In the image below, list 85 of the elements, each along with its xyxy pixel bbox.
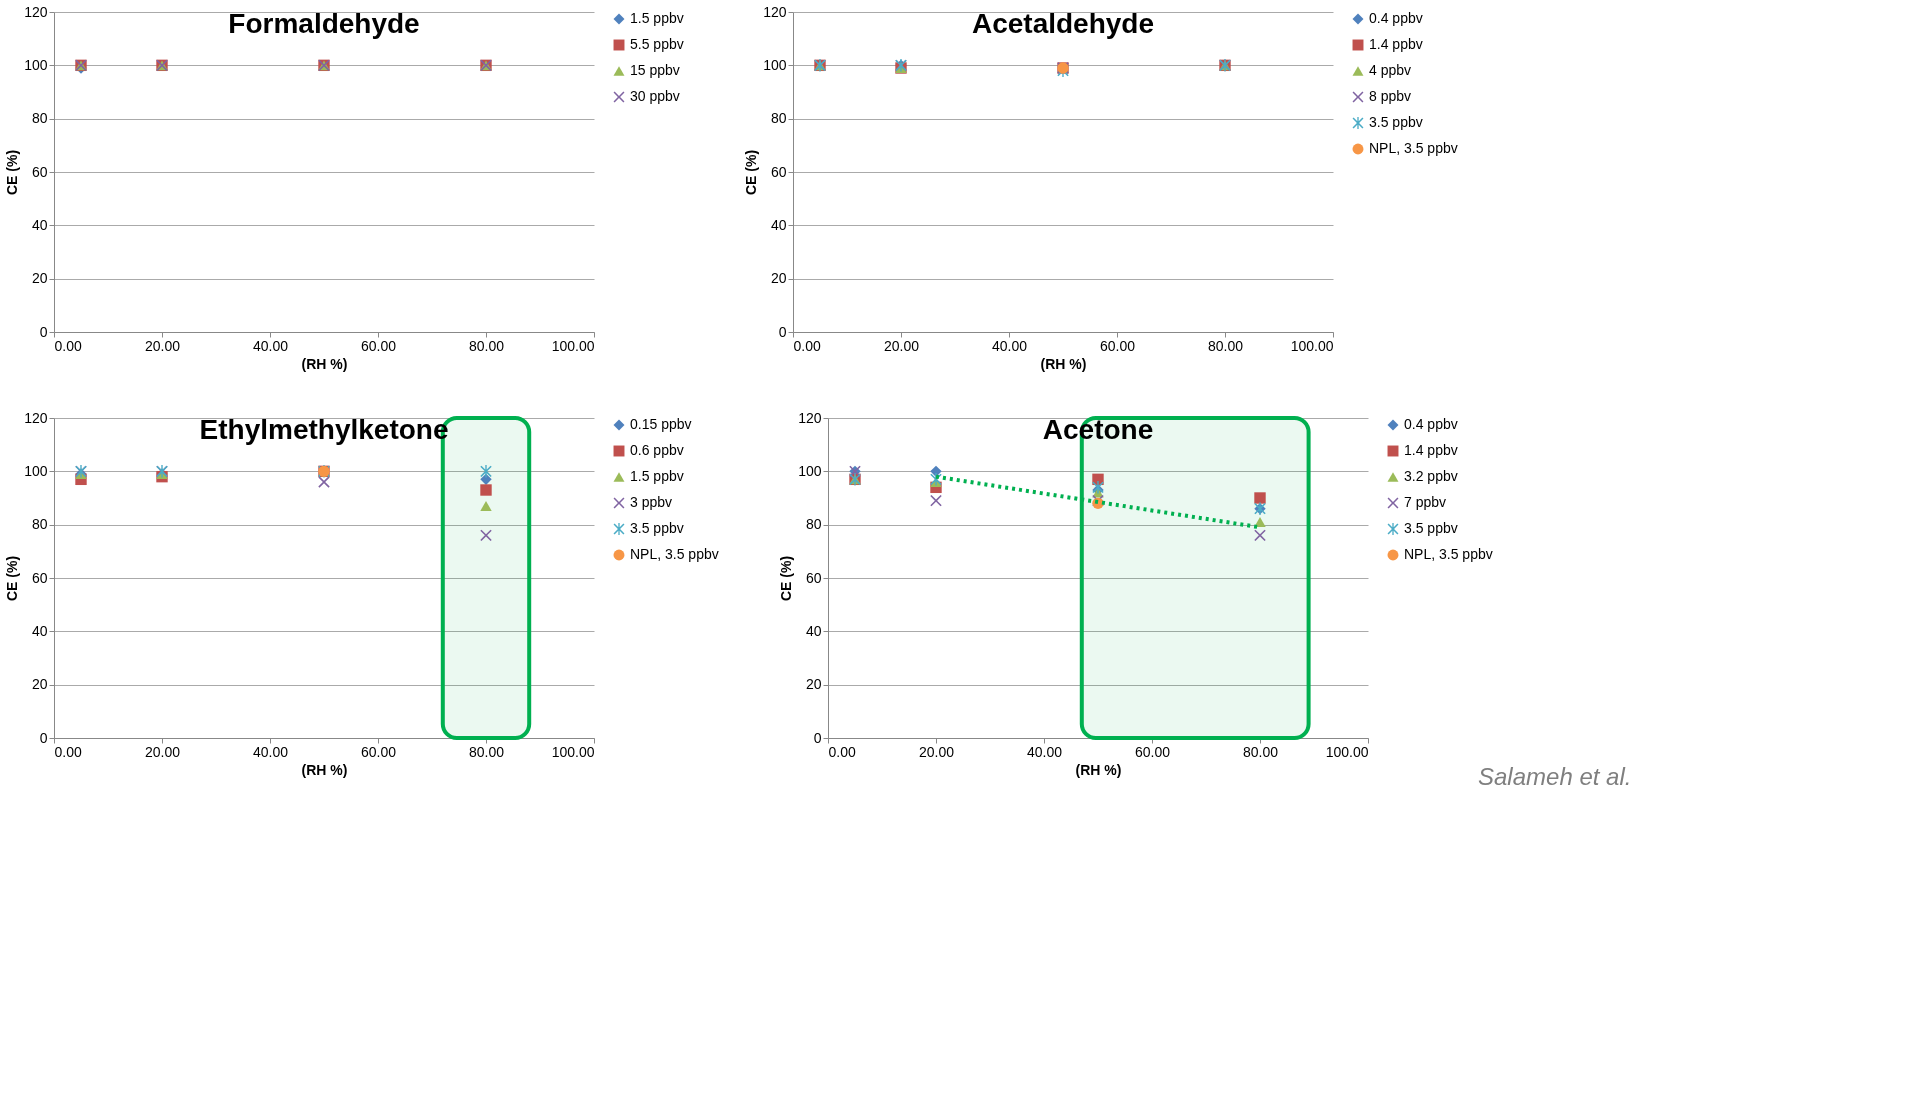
- x-tick-label: 40.00: [252, 743, 289, 760]
- x-tick-label: 60.00: [1134, 743, 1171, 760]
- chart-title: Acetaldehyde: [971, 8, 1155, 39]
- y-tick-label: 0: [778, 323, 787, 340]
- legend-label: 0.15 ppbv: [630, 416, 692, 432]
- y-tick-label: 20: [31, 676, 48, 693]
- x-tick-label: 100.00: [1325, 743, 1369, 760]
- x-tick-label: 20.00: [918, 743, 955, 760]
- x-tick-label: 100.00: [551, 743, 595, 760]
- x-tick-label: 40.00: [252, 337, 289, 354]
- x-tick-label: 0.00: [793, 337, 821, 354]
- y-tick-label: 120: [24, 409, 48, 426]
- x-tick-label: 40.00: [991, 337, 1028, 354]
- y-tick-label: 40: [31, 216, 48, 233]
- y-tick-label: 60: [31, 163, 48, 180]
- legend-label: 30 ppbv: [630, 88, 680, 104]
- y-tick-label: 80: [805, 516, 822, 533]
- y-tick-label: 40: [770, 216, 787, 233]
- y-tick-label: 40: [805, 622, 822, 639]
- legend-label: NPL, 3.5 ppbv: [630, 546, 719, 562]
- legend-label: 8 ppbv: [1369, 88, 1412, 104]
- text: Salameh et al.: [1478, 763, 1632, 790]
- y-tick-label: 120: [763, 3, 787, 20]
- legend-label: 3 ppbv: [630, 494, 673, 510]
- y-tick-label: 0: [813, 729, 822, 746]
- legend-label: 4 ppbv: [1369, 62, 1412, 78]
- legend-label: 3.5 ppbv: [630, 520, 684, 536]
- legend-label: 15 ppbv: [630, 62, 680, 78]
- x-tick-label: 60.00: [360, 337, 397, 354]
- x-tick-label: 80.00: [1242, 743, 1279, 760]
- x-tick-label: 80.00: [1207, 337, 1244, 354]
- x-axis-title: (RH %): [1075, 761, 1122, 778]
- y-tick-label: 60: [805, 569, 822, 586]
- y-tick-label: 120: [798, 409, 822, 426]
- y-axis-title: CE (%): [743, 149, 760, 196]
- legend-label: 7 ppbv: [1404, 494, 1447, 510]
- y-tick-label: 0: [39, 729, 48, 746]
- x-tick-label: 0.00: [828, 743, 856, 760]
- legend-label: 3.5 ppbv: [1369, 114, 1423, 130]
- y-tick-label: 80: [31, 110, 48, 127]
- x-tick-label: 60.00: [1099, 337, 1136, 354]
- y-tick-label: 100: [798, 462, 822, 479]
- y-axis-title: CE (%): [4, 149, 21, 196]
- legend-label: 1.4 ppbv: [1369, 36, 1423, 52]
- legend-label: 5.5 ppbv: [630, 36, 684, 52]
- y-tick-label: 100: [24, 462, 48, 479]
- legend-label: 0.4 ppbv: [1369, 10, 1423, 26]
- x-tick-label: 100.00: [551, 337, 595, 354]
- x-tick-label: 20.00: [144, 337, 181, 354]
- legend-label: 1.4 ppbv: [1404, 442, 1458, 458]
- x-tick-label: 0.00: [54, 743, 82, 760]
- x-tick-label: 20.00: [883, 337, 920, 354]
- y-tick-label: 40: [31, 622, 48, 639]
- y-tick-label: 80: [770, 110, 787, 127]
- legend-label: 1.5 ppbv: [630, 10, 684, 26]
- legend-label: 0.4 ppbv: [1404, 416, 1458, 432]
- x-tick-label: 80.00: [468, 743, 505, 760]
- y-tick-label: 120: [24, 3, 48, 20]
- x-tick-label: 80.00: [468, 337, 505, 354]
- legend-label: NPL, 3.5 ppbv: [1404, 546, 1493, 562]
- legend-label: NPL, 3.5 ppbv: [1369, 140, 1458, 156]
- x-tick-label: 60.00: [360, 743, 397, 760]
- y-tick-label: 100: [763, 56, 787, 73]
- x-axis-title: (RH %): [301, 355, 348, 372]
- y-tick-label: 20: [770, 270, 787, 287]
- legend-label: 0.6 ppbv: [630, 442, 684, 458]
- legend-label: 3.5 ppbv: [1404, 520, 1458, 536]
- y-axis-title: CE (%): [4, 555, 21, 602]
- y-tick-label: 100: [24, 56, 48, 73]
- legend-label: 1.5 ppbv: [630, 468, 684, 484]
- y-tick-label: 60: [31, 569, 48, 586]
- y-tick-label: 20: [31, 270, 48, 287]
- y-tick-label: 80: [31, 516, 48, 533]
- x-tick-label: 40.00: [1026, 743, 1063, 760]
- y-tick-label: 60: [770, 163, 787, 180]
- y-tick-label: 20: [805, 676, 822, 693]
- y-axis-title: CE (%): [778, 555, 795, 602]
- x-axis-title: (RH %): [301, 761, 348, 778]
- x-axis-title: (RH %): [1040, 355, 1087, 372]
- x-tick-label: 20.00: [144, 743, 181, 760]
- y-tick-label: 0: [39, 323, 48, 340]
- x-tick-label: 0.00: [54, 337, 82, 354]
- x-tick-label: 100.00: [1290, 337, 1334, 354]
- chart-title: Formaldehyde: [228, 8, 420, 39]
- legend-label: 3.2 ppbv: [1404, 468, 1458, 484]
